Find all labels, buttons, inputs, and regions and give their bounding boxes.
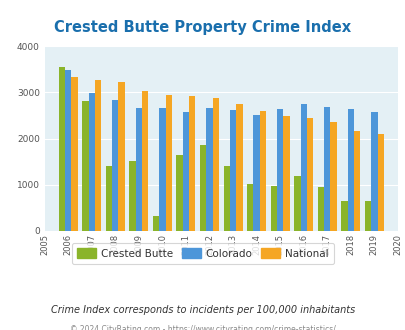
Bar	[317, 187, 323, 231]
Bar	[259, 111, 265, 231]
Bar	[71, 77, 77, 231]
Bar	[283, 116, 289, 231]
Bar	[182, 112, 189, 231]
Bar	[176, 155, 182, 231]
Bar	[276, 110, 283, 231]
Bar	[129, 161, 135, 231]
Bar	[323, 107, 330, 231]
Bar	[65, 70, 71, 231]
Bar	[118, 82, 124, 231]
Bar	[223, 166, 229, 231]
Bar	[247, 184, 253, 231]
Bar	[229, 110, 236, 231]
Bar	[206, 108, 212, 231]
Bar	[370, 112, 377, 231]
Bar	[377, 134, 383, 231]
Bar	[189, 96, 195, 231]
Text: Crested Butte Property Crime Index: Crested Butte Property Crime Index	[54, 20, 351, 35]
Bar	[142, 90, 148, 231]
Bar	[88, 93, 95, 231]
Bar	[159, 108, 165, 231]
Bar	[82, 101, 88, 231]
Bar	[347, 109, 353, 231]
Bar	[341, 201, 347, 231]
Bar	[106, 166, 112, 231]
Bar	[59, 67, 65, 231]
Bar	[165, 95, 171, 231]
Bar	[306, 118, 312, 231]
Bar	[353, 131, 359, 231]
Bar	[300, 104, 306, 231]
Bar	[95, 80, 101, 231]
Bar	[135, 108, 142, 231]
Text: Crime Index corresponds to incidents per 100,000 inhabitants: Crime Index corresponds to incidents per…	[51, 305, 354, 315]
Bar	[200, 145, 206, 231]
Bar	[212, 98, 218, 231]
Bar	[153, 216, 159, 231]
Bar	[253, 115, 259, 231]
Bar	[236, 104, 242, 231]
Bar	[364, 201, 370, 231]
Text: © 2024 CityRating.com - https://www.cityrating.com/crime-statistics/: © 2024 CityRating.com - https://www.city…	[70, 325, 335, 330]
Bar	[270, 186, 276, 231]
Bar	[294, 176, 300, 231]
Bar	[112, 100, 118, 231]
Legend: Crested Butte, Colorado, National: Crested Butte, Colorado, National	[72, 243, 333, 264]
Bar	[330, 121, 336, 231]
